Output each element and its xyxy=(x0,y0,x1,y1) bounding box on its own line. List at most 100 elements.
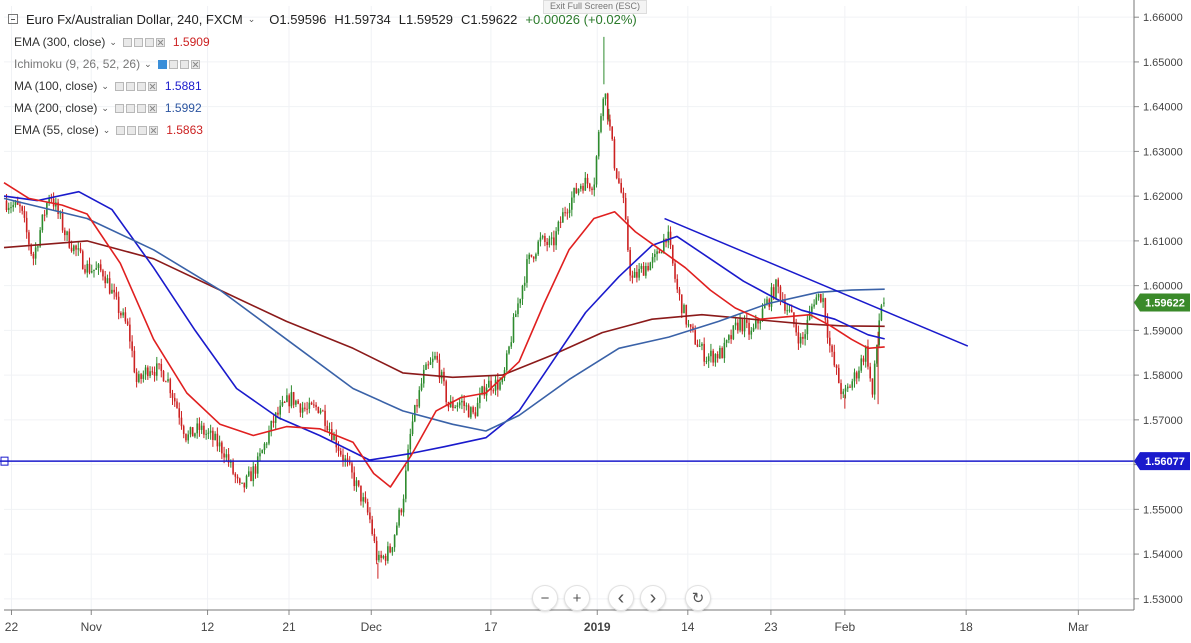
candle-body xyxy=(178,408,181,418)
candle-body xyxy=(878,320,880,345)
x-tick-label: Dec xyxy=(361,620,382,634)
candle-body xyxy=(689,324,692,327)
more-icon[interactable] xyxy=(136,103,146,113)
candle-body xyxy=(68,231,71,248)
scroll-left-button[interactable]: ‹ xyxy=(608,585,634,611)
candle-body xyxy=(501,377,504,383)
candle-body xyxy=(824,298,827,320)
visibility-icon[interactable] xyxy=(116,125,126,135)
scroll-right-button[interactable]: › xyxy=(640,585,666,611)
candle-body xyxy=(629,249,631,276)
visibility-icon[interactable] xyxy=(114,103,124,113)
candle-body xyxy=(757,320,759,324)
collapse-legend-icon[interactable] xyxy=(8,14,18,24)
candle-body xyxy=(297,400,299,404)
visibility-icon[interactable] xyxy=(122,37,132,47)
y-tick-label: 1.54000 xyxy=(1143,549,1183,561)
candle-body xyxy=(387,546,389,561)
symbol-name[interactable]: Euro Fx/Australian Dollar, 240, FXCM xyxy=(26,11,243,27)
chevron-down-icon[interactable]: ⌄ xyxy=(101,102,109,113)
candle-body xyxy=(153,371,156,376)
candle-body xyxy=(151,371,154,373)
candle-body xyxy=(873,363,876,395)
close-icon[interactable] xyxy=(155,37,165,47)
visibility-icon[interactable] xyxy=(114,81,124,91)
candle-body xyxy=(537,241,539,255)
zoom-in-button[interactable]: + xyxy=(564,585,590,611)
candle-body xyxy=(245,475,248,488)
exit-fullscreen-button[interactable]: Exit Full Screen (ESC) xyxy=(543,0,648,14)
candle-body xyxy=(609,119,611,127)
candle-body xyxy=(714,354,717,363)
candle-body xyxy=(837,367,840,384)
candle-body xyxy=(786,310,788,312)
candle-body xyxy=(90,271,93,273)
candle-body xyxy=(750,330,753,335)
more-icon[interactable] xyxy=(179,59,189,69)
candle-body xyxy=(182,426,185,434)
candle-body xyxy=(817,293,820,298)
candle-body xyxy=(864,346,867,362)
overlays xyxy=(0,217,1134,466)
candle-body xyxy=(191,427,194,437)
chevron-down-icon[interactable]: ⌄ xyxy=(247,13,256,24)
settings-icon[interactable] xyxy=(125,103,135,113)
candle-body xyxy=(779,286,782,300)
close-icon[interactable] xyxy=(147,81,157,91)
x-tick-label: 22 xyxy=(5,620,19,634)
candle-body xyxy=(851,381,854,388)
settings-icon[interactable] xyxy=(168,59,178,69)
reset-chart-button[interactable]: ↻ xyxy=(685,585,711,611)
legend-row-ema55[interactable]: EMA (55, close) ⌄ 1.5863 xyxy=(14,120,203,140)
candle-body xyxy=(344,458,347,461)
candle-body xyxy=(171,393,174,398)
visibility-icon[interactable] xyxy=(157,59,167,69)
chevron-down-icon[interactable]: ⌄ xyxy=(144,58,152,69)
candle-body xyxy=(649,262,652,271)
close-icon[interactable] xyxy=(190,59,200,69)
candle-body xyxy=(270,420,273,432)
change-value: +0.00026 (+0.02%) xyxy=(525,11,637,27)
candle-body xyxy=(826,319,829,338)
y-tick-label: 1.60000 xyxy=(1143,281,1183,293)
settings-icon[interactable] xyxy=(127,125,137,135)
candle-body xyxy=(815,297,818,305)
candle-body xyxy=(353,472,356,487)
candle-body xyxy=(189,427,192,435)
settings-icon[interactable] xyxy=(133,37,143,47)
candle-body xyxy=(339,450,342,455)
legend-row-ma200[interactable]: MA (200, close) ⌄ 1.5992 xyxy=(14,98,202,118)
more-icon[interactable] xyxy=(136,81,146,91)
candle-body xyxy=(840,383,842,395)
legend-row-ma100[interactable]: MA (100, close) ⌄ 1.5881 xyxy=(14,76,202,96)
ma200-line xyxy=(3,197,885,432)
close-icon[interactable] xyxy=(149,125,159,135)
chevron-down-icon[interactable]: ⌄ xyxy=(109,36,117,47)
candle-body xyxy=(712,350,714,363)
candle-body xyxy=(624,197,627,220)
legend-row-ichimoku[interactable]: Ichimoku (9, 26, 52, 26) ⌄ xyxy=(14,54,202,74)
ema55-line xyxy=(3,182,885,488)
y-tick-label: 1.63000 xyxy=(1143,146,1183,158)
zoom-out-button[interactable]: − xyxy=(532,585,558,611)
more-icon[interactable] xyxy=(144,37,154,47)
close-icon[interactable] xyxy=(147,103,157,113)
support-price-label-text: 1.56077 xyxy=(1145,456,1185,468)
grid xyxy=(4,6,1134,610)
candle-body xyxy=(454,406,456,408)
more-icon[interactable] xyxy=(138,125,148,135)
candle-body xyxy=(79,248,82,252)
settings-icon[interactable] xyxy=(125,81,135,91)
candle-body xyxy=(95,267,98,270)
y-tick-label: 1.64000 xyxy=(1143,102,1183,114)
chevron-down-icon[interactable]: ⌄ xyxy=(102,124,111,135)
legend-row-ema300[interactable]: EMA (300, close) ⌄ 1.5909 xyxy=(14,32,210,52)
candle-body xyxy=(288,395,290,407)
candle-body xyxy=(227,454,230,463)
chevron-down-icon[interactable]: ⌄ xyxy=(101,80,109,91)
candle-body xyxy=(409,433,412,450)
candle-body xyxy=(703,343,705,362)
candle-body xyxy=(719,348,721,359)
